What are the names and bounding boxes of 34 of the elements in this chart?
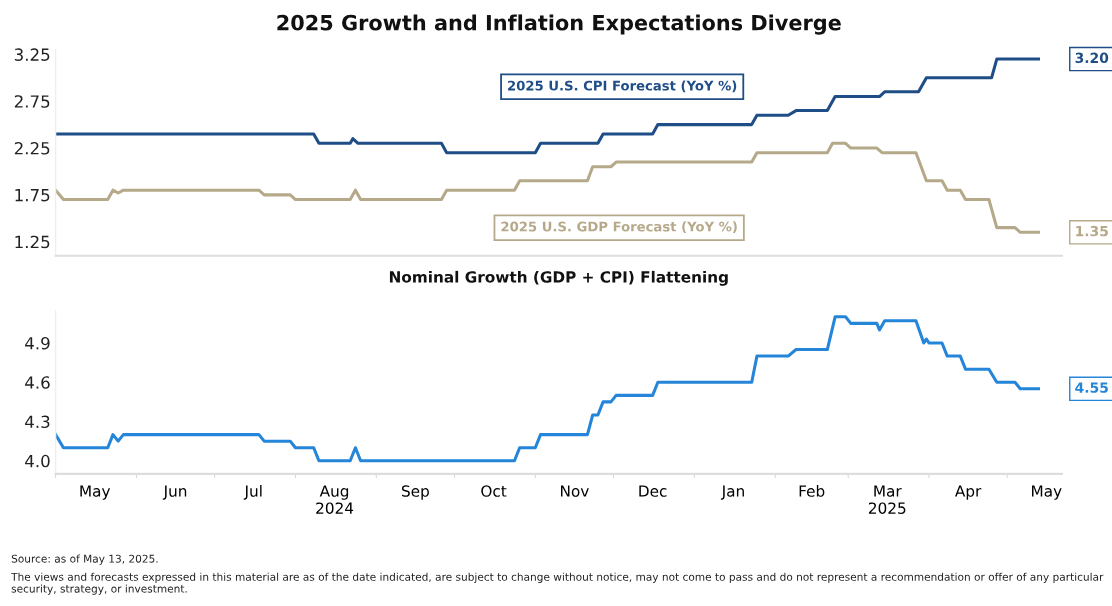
x-tick-label: May <box>80 485 111 500</box>
line-series <box>55 315 1041 463</box>
x-tick-label: Jun <box>162 485 187 500</box>
y-tick-label: 4.9 <box>25 336 50 350</box>
x-tick-label: Oct <box>481 485 507 497</box>
x-tick-label: Aug 2024 <box>316 485 354 514</box>
y-tick-label: 4.6 <box>25 376 50 389</box>
source-note: Source: as of May 13, 2025. <box>11 554 158 565</box>
y-tick-label: 1.25 <box>15 235 50 249</box>
x-tick-label: Dec <box>639 485 667 497</box>
annotation: 4.55 <box>1075 382 1108 393</box>
line-series <box>55 141 1041 234</box>
x-tick-label: Jan <box>720 485 744 500</box>
x-tick-label: May <box>1032 485 1062 500</box>
x-tick-label: Mar 2025 <box>868 485 906 514</box>
x-tick-label: Apr <box>955 485 982 500</box>
x-tick-label: Sep <box>401 485 429 500</box>
text: The views and forecasts expressed in this material are as of the date indicated, are subject to change without notice, may not come to pass and do not represent a recommendation or offer of any particular security, strategy, or investment. <box>11 572 1104 595</box>
x-tick-label: Feb <box>799 485 825 497</box>
text: 2025 U.S. CPI Forecast (YoY %) <box>508 80 737 93</box>
y-tick-label: 2.25 <box>14 141 50 155</box>
y-tick-label: 2.75 <box>14 95 50 108</box>
annotation: 1.35 <box>1076 225 1108 237</box>
y-tick-label: 4.0 <box>25 454 50 468</box>
line-series <box>55 57 1041 155</box>
chart-title: 2025 Growth and Inflation Expectations Diverge <box>277 14 841 35</box>
text: 2025 U.S. GDP Forecast (YoY %) <box>501 221 737 234</box>
x-tick-label: Nov <box>561 485 589 497</box>
chart-title: Nominal Growth (GDP + CPI) Flattening <box>389 270 728 286</box>
annotation: 3.20 <box>1075 52 1109 64</box>
y-tick-label: 1.75 <box>15 189 50 202</box>
y-tick-label: 3.25 <box>14 48 50 61</box>
x-tick-label: Jul <box>243 485 262 500</box>
y-tick-label: 4.3 <box>25 415 50 429</box>
